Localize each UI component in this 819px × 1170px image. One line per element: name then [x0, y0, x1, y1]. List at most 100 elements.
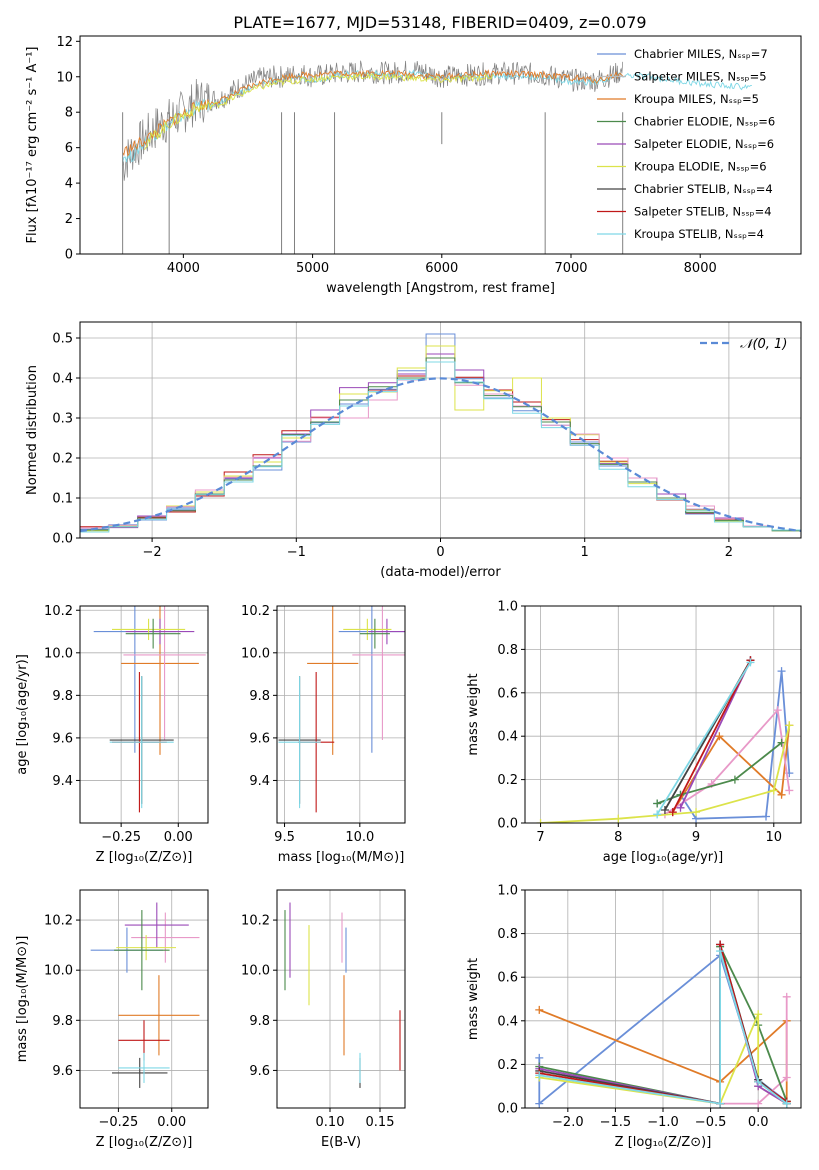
weight-marker	[653, 799, 662, 808]
plot-area	[80, 36, 801, 254]
y-tick-label: 10.2	[44, 914, 73, 929]
plot-marks	[93, 606, 206, 813]
spectrum-line-0	[122, 60, 624, 181]
x-axis-label: (data-model)/error	[380, 565, 501, 580]
x-tick-label: −0.5	[695, 1115, 727, 1130]
x-tick-label: −2	[143, 545, 162, 560]
weight-marker	[676, 803, 685, 812]
y-tick-label: 0.8	[497, 643, 518, 658]
chart-mass-weight-vs-Z: −2.0 −1.5 −1.0 −0.5 0.0 0.0 0.2 0.4 0.6 0.8 1.0 Z […	[466, 884, 802, 1150]
legend-label: Salpeter STELIB, Nₛₛₚ=4	[634, 205, 772, 219]
x-axis-label: mass [log₁₀(M/M⊙)]	[278, 850, 405, 865]
axes-frame	[79, 605, 209, 824]
y-tick-label: 0.2	[497, 1058, 518, 1073]
y-tick-label: 1.0	[497, 884, 518, 899]
x-tick-label: 7000	[554, 261, 587, 276]
plot-marks	[536, 656, 794, 823]
chart-residuals: −2 −1 0 1 2 0.0 0.1 0.2 0.3 0.4 0.5 (data-model)/er…	[25, 321, 802, 580]
y-tick-label: 8	[65, 106, 73, 121]
plot-marks	[278, 606, 405, 813]
x-axis-label: E(B-V)	[321, 1135, 361, 1150]
weight-marker	[777, 667, 786, 676]
x-tick-label: −1.0	[647, 1115, 679, 1130]
legend-label: Kroupa ELODIE, Nₛₛₚ=6	[634, 160, 767, 174]
y-axis-label: Normed distribution	[25, 365, 40, 495]
weight-marker	[773, 706, 782, 715]
y-tick-label: 9.8	[249, 1014, 270, 1029]
legend-label: 𝒩(0, 1)	[740, 337, 787, 352]
weight-marker	[536, 819, 545, 823]
y-tick-label: 9.6	[249, 1064, 270, 1079]
y-axis-label: mass weight	[466, 673, 481, 755]
x-tick-label: 9	[692, 830, 700, 845]
y-tick-label: 10.0	[44, 646, 73, 661]
weight-marker	[782, 1073, 791, 1082]
chart-spectrum: 4000 5000 6000 7000 8000 0 2 4 6 8 10 12 wavelength …	[25, 35, 802, 296]
x-tick-label: −2.0	[552, 1115, 584, 1130]
plot-area	[277, 890, 405, 1108]
x-tick-label: 0.15	[366, 1115, 395, 1130]
x-axis-label: Z [log₁₀(Z/Z⊙)]	[96, 850, 193, 865]
figure-title: PLATE=1677, MJD=53148, FIBERID=0409, z=0…	[233, 13, 646, 32]
y-tick-label: 9.6	[52, 731, 73, 746]
y-tick-label: 0.0	[52, 532, 73, 547]
weight-marker	[535, 1099, 544, 1108]
x-tick-label: 6000	[425, 261, 458, 276]
weight-marker	[769, 786, 778, 795]
axes-frame	[79, 889, 209, 1109]
x-axis-label: Z [log₁₀(Z/Z⊙)]	[96, 1135, 193, 1150]
y-tick-label: 10.0	[241, 964, 270, 979]
x-tick-label: 0	[436, 545, 444, 560]
y-tick-label: 0.8	[497, 927, 518, 942]
legend-label: Chabrier STELIB, Nₛₛₚ=4	[634, 182, 773, 196]
y-axis-label: Flux [fλ10⁻¹⁷ erg cm⁻² s⁻¹ A⁻¹]	[25, 47, 40, 244]
y-tick-label: 9.6	[52, 1064, 73, 1079]
x-tick-label: 0.10	[316, 1115, 345, 1130]
y-tick-label: 9.8	[52, 1014, 73, 1029]
weight-marker	[660, 805, 669, 814]
gaussian-curve	[80, 377, 801, 533]
y-tick-label: 10.2	[44, 604, 73, 619]
axes-frame	[524, 605, 802, 824]
x-tick-label: 5000	[296, 261, 329, 276]
x-tick-label: −1.5	[600, 1115, 632, 1130]
weight-line-7	[671, 659, 752, 813]
weight-marker	[653, 810, 662, 819]
x-tick-label: −0.25	[98, 1115, 138, 1130]
x-axis-label: wavelength [Angstrom, rest frame]	[326, 281, 555, 296]
y-tick-label: 10.2	[241, 914, 270, 929]
y-tick-label: 9.4	[249, 774, 270, 789]
plot-area	[525, 606, 801, 823]
y-tick-label: 0.0	[497, 817, 518, 832]
y-axis-label: mass weight	[466, 958, 481, 1040]
y-tick-label: 0.3	[52, 412, 73, 427]
y-tick-label: 0.6	[497, 686, 518, 701]
y-tick-label: 0.6	[497, 971, 518, 986]
weight-marker	[782, 1099, 791, 1108]
x-tick-label: 0.0	[748, 1115, 769, 1130]
y-axis-label: mass [log₁₀(M/M⊙)]	[15, 936, 30, 1063]
y-tick-label: 0.2	[52, 452, 73, 467]
y-tick-label: 0.4	[497, 1014, 518, 1029]
y-tick-label: 6	[65, 141, 73, 156]
chart-mass-vs-EBV: 0.10 0.15 9.6 9.8 10.0 10.2 E(B-V)	[241, 889, 406, 1150]
plot-area	[277, 606, 405, 823]
weight-marker	[668, 808, 677, 817]
y-tick-label: 9.6	[249, 731, 270, 746]
y-tick-label: 0.1	[52, 492, 73, 507]
weight-marker	[762, 812, 771, 821]
x-tick-label: 4000	[167, 261, 200, 276]
legend-label: Chabrier MILES, Nₛₛₚ=7	[634, 47, 768, 61]
x-tick-label: 8000	[684, 261, 717, 276]
weight-marker	[535, 1053, 544, 1062]
x-tick-label: 9.5	[274, 830, 295, 845]
legend-label: Chabrier ELODIE, Nₛₛₚ=6	[634, 115, 775, 129]
legend-label: Kroupa MILES, Nₛₛₚ=5	[634, 92, 759, 106]
y-tick-label: 12	[56, 35, 73, 50]
y-tick-label: 0.4	[497, 730, 518, 745]
y-tick-label: 1.0	[497, 600, 518, 615]
x-tick-label: 0.00	[164, 830, 193, 845]
axes-frame	[79, 35, 802, 255]
weight-line-3	[656, 741, 783, 805]
